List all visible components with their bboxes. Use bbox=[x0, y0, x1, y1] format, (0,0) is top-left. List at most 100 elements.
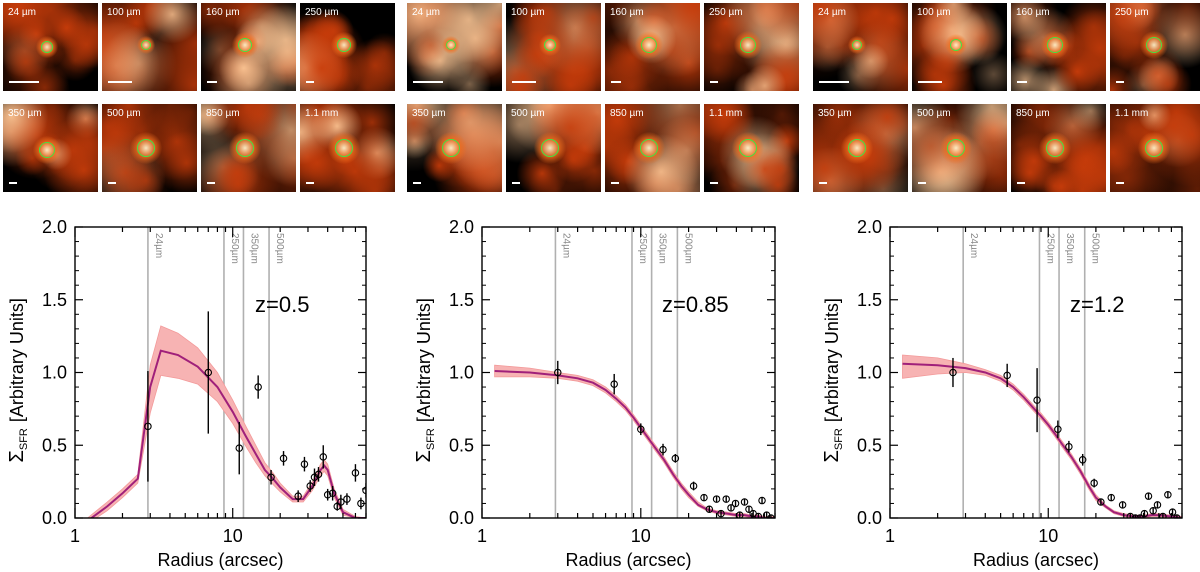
data-point bbox=[279, 454, 288, 463]
data-point bbox=[314, 470, 323, 479]
sfr-profile-charts: 24µm 250µm 350µm 500µm 0.0 0.5 1.0 1.5 2.0 1 10 Rad… bbox=[6, 217, 1183, 570]
chart-panel-2: 24µm 250µm 350µm 500µm 0.0 0.5 1.0 1.5 2.0 1 10 Rad… bbox=[413, 217, 776, 570]
y-tick-label: 0.0 bbox=[42, 508, 67, 528]
data-point bbox=[343, 495, 351, 503]
image-cutout: 100 µm bbox=[506, 3, 601, 91]
plot-area bbox=[902, 354, 1182, 518]
scale-bar bbox=[1116, 182, 1124, 184]
data-point bbox=[1153, 501, 1162, 509]
cutout-band-label: 24 µm bbox=[412, 7, 440, 18]
aperture-ring bbox=[950, 39, 962, 51]
beam-line-label: 24µm bbox=[560, 233, 571, 258]
aperture-ring bbox=[137, 139, 155, 157]
beam-line-label: 350µm bbox=[1064, 233, 1075, 264]
scale-bar bbox=[819, 81, 849, 83]
cutout-emission-map bbox=[201, 104, 296, 192]
aperture-ring bbox=[947, 139, 965, 157]
aperture-ring bbox=[1146, 37, 1162, 53]
cutout-band-label: 250 µm bbox=[709, 7, 743, 18]
data-point bbox=[717, 509, 725, 518]
redshift-annotation: z=1.2 bbox=[1070, 292, 1124, 317]
aperture-ring bbox=[337, 38, 351, 52]
scale-bar bbox=[918, 81, 942, 83]
scale-bar bbox=[413, 81, 443, 83]
model-curve bbox=[494, 370, 775, 518]
y-tick-label: 1.0 bbox=[857, 363, 882, 383]
scale-bar bbox=[512, 81, 536, 83]
beam-line-label: 500µm bbox=[1090, 233, 1101, 264]
data-point bbox=[722, 495, 730, 503]
y-tick-label: 1.0 bbox=[42, 363, 67, 383]
aperture-ring bbox=[641, 37, 657, 53]
cutout-band-label: 24 µm bbox=[818, 7, 846, 18]
y-tick-label: 0.5 bbox=[449, 435, 474, 455]
axes-frame bbox=[74, 226, 367, 519]
y-tick-label: 0.5 bbox=[42, 435, 67, 455]
x-tick-label: 1 bbox=[477, 526, 487, 546]
data-point bbox=[1159, 512, 1167, 518]
data-point bbox=[1118, 501, 1127, 509]
image-cutout: 160 µm bbox=[1011, 3, 1106, 91]
data-point bbox=[294, 492, 302, 500]
scale-bar bbox=[1116, 81, 1124, 83]
data-point bbox=[319, 453, 327, 461]
data-point bbox=[1126, 512, 1135, 518]
beam-line-label: 350µm bbox=[657, 233, 668, 264]
cutout-band-label: 500 µm bbox=[511, 108, 545, 119]
data-point bbox=[712, 495, 721, 503]
data-point bbox=[754, 512, 763, 518]
cutout-emission-map bbox=[605, 3, 700, 91]
image-cutout: 850 µm bbox=[1011, 104, 1106, 192]
y-axis-title: ΣSFR [Arbitrary Units] bbox=[6, 298, 30, 462]
y-axis-units: [Arbitrary Units] bbox=[822, 298, 842, 422]
scale-bar bbox=[918, 182, 926, 184]
data-point bbox=[1003, 371, 1011, 380]
image-cutout: 1.1 mm bbox=[1110, 104, 1200, 192]
image-cutout: 250 µm bbox=[704, 3, 799, 91]
x-tick-label: 10 bbox=[1038, 526, 1058, 546]
data-point bbox=[554, 368, 562, 377]
y-tick-label: 0.0 bbox=[449, 508, 474, 528]
cutout-band-label: 24 µm bbox=[8, 7, 36, 18]
image-cutout: 350 µm bbox=[407, 104, 502, 192]
aperture-ring bbox=[640, 139, 658, 157]
scale-bar bbox=[207, 182, 215, 184]
image-cutout: 24 µm bbox=[407, 3, 502, 91]
y-axis-symbol: Σ bbox=[413, 450, 435, 462]
data-point bbox=[731, 499, 740, 508]
data-point bbox=[267, 473, 275, 482]
y-tick-label: 0.0 bbox=[857, 508, 882, 528]
x-tick-label: 10 bbox=[631, 526, 651, 546]
data-point bbox=[949, 368, 957, 377]
scale-bar bbox=[512, 182, 520, 184]
image-cutout: 24 µm bbox=[813, 3, 908, 91]
y-tick-label: 1.0 bbox=[449, 363, 474, 383]
beam-line-label: 24µm bbox=[153, 233, 164, 258]
data-point bbox=[306, 482, 314, 490]
chart-panel-3: 24µm 250µm 350µm 500µm 0.0 0.5 1.0 1.5 2.0 1 10 Rad… bbox=[821, 217, 1183, 570]
cutout-band-label: 850 µm bbox=[206, 108, 240, 119]
scale-bar bbox=[1017, 81, 1027, 83]
aperture-ring bbox=[39, 142, 55, 158]
image-cutout: 500 µm bbox=[102, 104, 197, 192]
scale-bar bbox=[611, 182, 619, 184]
beam-line-label: 500µm bbox=[274, 233, 285, 264]
image-cutout: 850 µm bbox=[201, 104, 296, 192]
aperture-ring bbox=[1145, 139, 1163, 157]
cutout-band-label: 500 µm bbox=[107, 108, 141, 119]
y-tick-label: 1.5 bbox=[857, 290, 882, 310]
y-axis-symbol: Σ bbox=[821, 450, 843, 462]
data-point bbox=[351, 469, 360, 477]
aperture-ring bbox=[1047, 37, 1063, 53]
cutout-band-label: 350 µm bbox=[8, 108, 42, 119]
cutout-band-label: 160 µm bbox=[206, 7, 240, 18]
y-axis-title: ΣSFR [Arbitrary Units] bbox=[413, 298, 437, 462]
model-uncertainty-band bbox=[902, 354, 1182, 518]
data-point bbox=[1078, 456, 1087, 464]
cutout-band-label: 350 µm bbox=[818, 108, 852, 119]
image-cutout: 160 µm bbox=[201, 3, 296, 91]
y-tick-label: 2.0 bbox=[857, 217, 882, 237]
data-point bbox=[700, 493, 708, 502]
image-cutout: 160 µm bbox=[605, 3, 700, 91]
x-axis-title: Radius (arcsec) bbox=[973, 550, 1099, 570]
